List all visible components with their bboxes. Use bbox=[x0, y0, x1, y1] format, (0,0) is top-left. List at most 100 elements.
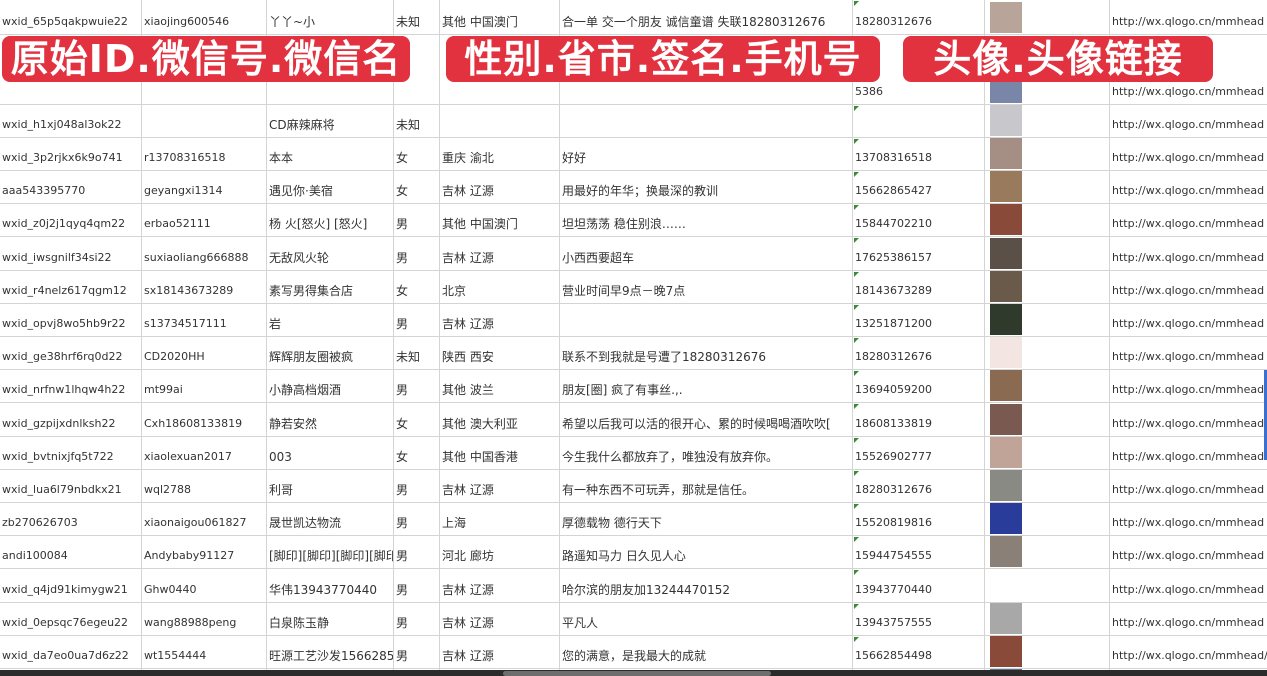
original-id-cell[interactable]: wxid_lua6l79nbdkx21 bbox=[0, 469, 142, 502]
signature-cell[interactable]: 好好 bbox=[560, 137, 853, 170]
original-id-cell[interactable] bbox=[0, 669, 142, 670]
region-cell[interactable] bbox=[440, 104, 560, 137]
signature-cell[interactable] bbox=[560, 104, 853, 137]
original-id-cell[interactable]: wxid_gzpijxdnlksh22 bbox=[0, 403, 142, 436]
avatar-cell[interactable] bbox=[985, 204, 1110, 237]
avatar-link-cell[interactable]: http://wx.qlogo.cn/mmhead bbox=[1110, 171, 1267, 203]
wechat-id-cell[interactable]: xiaojing600546 bbox=[142, 0, 267, 34]
avatar-link-cell[interactable]: http://wx.qlogo.cn/mmhead bbox=[1110, 204, 1267, 236]
phone-cell[interactable]: 17625386157 bbox=[853, 237, 985, 270]
region-cell[interactable]: 河北 廊坊 bbox=[440, 536, 560, 569]
gender-cell[interactable]: 男 bbox=[394, 204, 440, 237]
avatar-link-cell[interactable]: http://wx.qlogo.cn/mmhead bbox=[1110, 105, 1267, 137]
region-cell[interactable]: 吉林 辽源 bbox=[440, 635, 560, 668]
horizontal-scrollbar[interactable] bbox=[503, 671, 771, 676]
signature-cell[interactable] bbox=[560, 303, 853, 336]
region-cell[interactable]: 其他 中国香港 bbox=[440, 436, 560, 469]
avatar-cell[interactable] bbox=[985, 503, 1110, 536]
avatar-link-cell[interactable]: http://wx.qlogo.cn/mmhead bbox=[1110, 138, 1267, 170]
original-id-cell[interactable]: wxid_opvj8wo5hb9r22 bbox=[0, 303, 142, 336]
wechat-name-cell[interactable]: 旺源工艺沙发15662854 bbox=[267, 635, 394, 668]
gender-cell[interactable]: 未知 bbox=[394, 337, 440, 370]
gender-cell[interactable]: 男 bbox=[394, 469, 440, 502]
phone-cell[interactable]: 13251871200 bbox=[853, 303, 985, 336]
phone-cell[interactable]: 15526902777 bbox=[853, 436, 985, 469]
avatar-link-cell[interactable]: http://wx.qlogo.cn/mmhead bbox=[1110, 470, 1267, 502]
phone-cell[interactable] bbox=[853, 104, 985, 137]
wechat-id-cell[interactable]: xiaolexuan2017 bbox=[142, 436, 267, 469]
original-id-cell[interactable]: aaa543395770 bbox=[0, 171, 142, 204]
avatar-cell[interactable] bbox=[985, 303, 1110, 336]
avatar-cell[interactable] bbox=[985, 370, 1110, 403]
original-id-cell[interactable]: wxid_0epsqc76egeu22 bbox=[0, 602, 142, 635]
signature-cell[interactable]: 希望以后我可以活的很开心、累的时候喝喝酒吹吹[ bbox=[560, 403, 853, 436]
avatar-link-cell[interactable]: http://wx.qlogo.cn/mmhead bbox=[1110, 304, 1267, 336]
original-id-cell[interactable]: wxid_z0j2j1qyq4qm22 bbox=[0, 204, 142, 237]
wechat-name-cell[interactable]: 无敌风火轮 bbox=[267, 237, 394, 270]
wechat-name-cell[interactable]: 利哥 bbox=[267, 469, 394, 502]
signature-cell[interactable]: 有一种东西不可玩弄，那就是信任。 bbox=[560, 469, 853, 502]
signature-cell[interactable]: 今生我什么都放弃了，唯独没有放弃你。 bbox=[560, 436, 853, 469]
avatar-cell[interactable] bbox=[985, 171, 1110, 204]
signature-cell[interactable]: 路遥知马力 日久见人心 bbox=[560, 536, 853, 569]
wechat-id-cell[interactable]: sx18143673289 bbox=[142, 270, 267, 303]
phone-cell[interactable]: 13943770440 bbox=[853, 569, 985, 602]
avatar-cell[interactable] bbox=[985, 337, 1110, 370]
region-cell[interactable]: 北京 bbox=[440, 270, 560, 303]
gender-cell[interactable]: 男 bbox=[394, 569, 440, 602]
wechat-id-cell[interactable]: wt1554444 bbox=[142, 635, 267, 668]
phone-cell[interactable]: 13694059200 bbox=[853, 370, 985, 403]
region-cell[interactable] bbox=[440, 669, 560, 670]
wechat-name-cell[interactable]: 岩 bbox=[267, 303, 394, 336]
wechat-id-cell[interactable]: r13708316518 bbox=[142, 137, 267, 170]
wechat-name-cell[interactable]: 小静高档烟酒 bbox=[267, 370, 394, 403]
avatar-cell[interactable] bbox=[985, 469, 1110, 502]
wechat-name-cell[interactable]: 遇见你·美宿 bbox=[267, 171, 394, 204]
wechat-name-cell[interactable]: 辉辉朋友圈被疯 bbox=[267, 337, 394, 370]
region-cell[interactable]: 吉林 辽源 bbox=[440, 303, 560, 336]
region-cell[interactable]: 吉林 辽源 bbox=[440, 469, 560, 502]
wechat-name-cell[interactable]: 华伟13943770440 bbox=[267, 569, 394, 602]
gender-cell[interactable] bbox=[394, 669, 440, 670]
signature-cell[interactable]: 小西西要超车 bbox=[560, 237, 853, 270]
avatar-link-cell[interactable]: http://wx.qlogo.cn/mmhead bbox=[1110, 437, 1267, 469]
region-cell[interactable]: 吉林 辽源 bbox=[440, 569, 560, 602]
gender-cell[interactable]: 女 bbox=[394, 403, 440, 436]
phone-cell[interactable]: 18280312676 bbox=[853, 0, 985, 34]
wechat-id-cell[interactable]: Andybaby91127 bbox=[142, 536, 267, 569]
wechat-id-cell[interactable]: s13734517111 bbox=[142, 303, 267, 336]
gender-cell[interactable]: 女 bbox=[394, 171, 440, 204]
wechat-id-cell[interactable]: wql2788 bbox=[142, 469, 267, 502]
original-id-cell[interactable]: zb270626703 bbox=[0, 503, 142, 536]
original-id-cell[interactable]: wxid_r4nelz617qgm12 bbox=[0, 270, 142, 303]
original-id-cell[interactable]: wxid_iwsgnilf34si22 bbox=[0, 237, 142, 270]
avatar-cell[interactable] bbox=[985, 536, 1110, 569]
avatar-link-cell[interactable]: http://wx.qlogo.cn/mmhead bbox=[1110, 35, 1267, 104]
phone-cell[interactable]: 18280312676 bbox=[853, 469, 985, 502]
wechat-name-cell[interactable]: 本本 bbox=[267, 137, 394, 170]
phone-cell[interactable]: 15944754555 bbox=[853, 536, 985, 569]
wechat-id-cell[interactable] bbox=[142, 104, 267, 137]
wechat-id-cell[interactable]: geyangxi1314 bbox=[142, 171, 267, 204]
signature-cell[interactable] bbox=[560, 669, 853, 670]
avatar-link-cell[interactable]: http://wx.qlogo.cn/mmhead bbox=[1110, 237, 1267, 269]
region-cell[interactable]: 其他 中国澳门 bbox=[440, 204, 560, 237]
avatar-link-cell[interactable]: http://wx.qlogo.cn/mmhead bbox=[1110, 403, 1267, 435]
gender-cell[interactable]: 男 bbox=[394, 602, 440, 635]
wechat-name-cell[interactable]: 静若安然 bbox=[267, 403, 394, 436]
original-id-cell[interactable]: wxid_nrfnw1lhqw4h22 bbox=[0, 370, 142, 403]
phone-cell[interactable]: 15520819816 bbox=[853, 503, 985, 536]
phone-cell[interactable]: 15662865427 bbox=[853, 171, 985, 204]
avatar-cell[interactable] bbox=[985, 635, 1110, 668]
gender-cell[interactable]: 男 bbox=[394, 370, 440, 403]
signature-cell[interactable]: 坦坦荡荡 稳住别浪…… bbox=[560, 204, 853, 237]
phone-cell[interactable]: 15662854498 bbox=[853, 635, 985, 668]
original-id-cell[interactable]: wxid_ge38hrf6rq0d22 bbox=[0, 337, 142, 370]
avatar-cell[interactable] bbox=[985, 104, 1110, 137]
region-cell[interactable]: 吉林 辽源 bbox=[440, 171, 560, 204]
region-cell[interactable]: 上海 bbox=[440, 503, 560, 536]
gender-cell[interactable]: 未知 bbox=[394, 104, 440, 137]
original-id-cell[interactable]: wxid_h1xj048al3ok22 bbox=[0, 104, 142, 137]
wechat-name-cell[interactable]: 晟世凯达物流 bbox=[267, 503, 394, 536]
avatar-link-cell[interactable]: http://wx.qlogo.cn/mmhead bbox=[1110, 370, 1267, 402]
